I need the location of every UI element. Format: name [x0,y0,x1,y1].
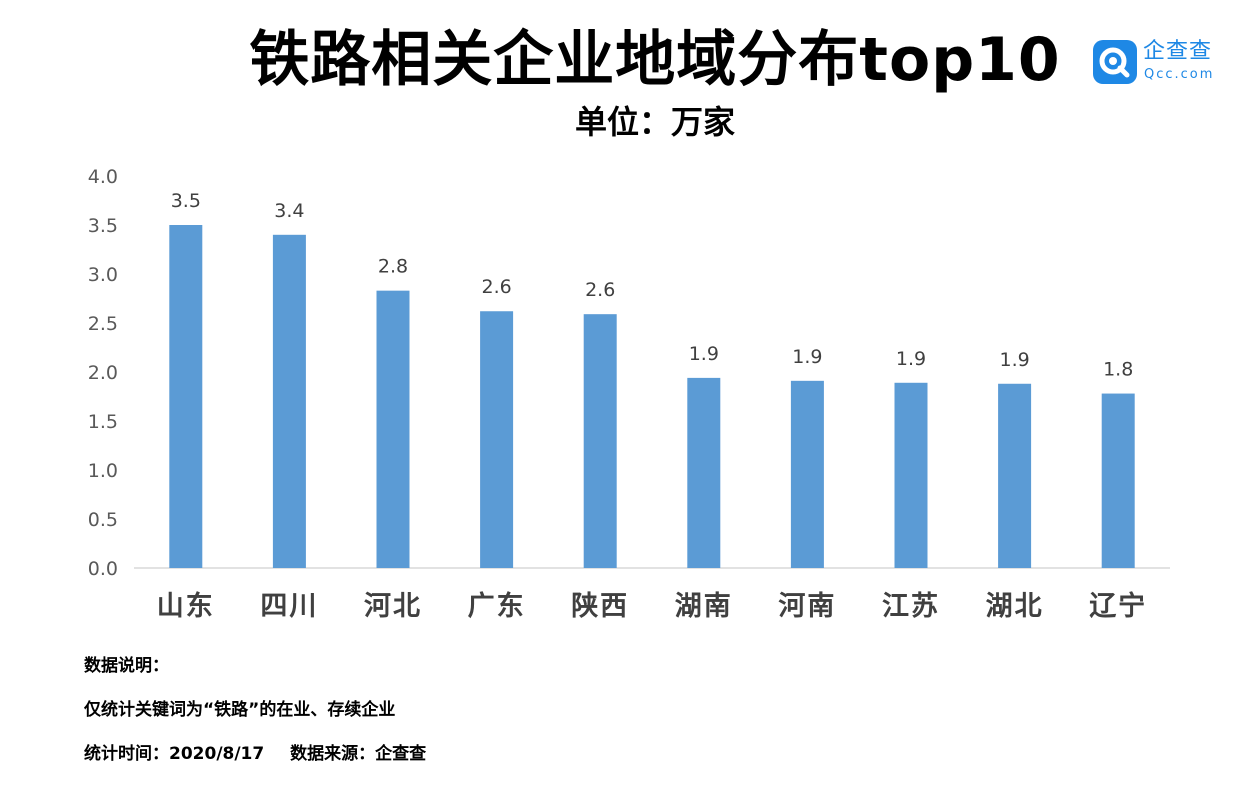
x-tick-label: 湖北 [986,591,1044,622]
bar [1101,393,1135,568]
bar [687,377,721,568]
bar [894,382,928,568]
x-tick-label: 山东 [157,590,215,622]
x-tick-label: 广东 [468,590,526,622]
data-label: 2.6 [585,279,615,301]
data-label: 2.8 [378,256,408,278]
chart-title: 铁路相关企业地域分布top10 [249,25,1061,95]
x-tick-label: 江苏 [882,591,940,622]
qcc-logo: 企查查 Qcc.com [1093,39,1223,88]
notes-time-source: 统计时间：2020/8/17 数据来源：企查查 [84,743,426,765]
logo-domain: Qcc.com [1144,67,1215,82]
bar [790,380,824,568]
data-label: 1.9 [792,346,822,368]
data-label: 3.4 [274,200,304,222]
y-tick-label: 3.5 [88,215,118,237]
qcc-logo-icon [1093,40,1137,84]
x-tick-label: 辽宁 [1089,590,1147,622]
x-tick-label: 陕西 [571,591,629,622]
bar [998,383,1032,568]
y-tick-label: 0.5 [88,509,118,531]
bar [376,290,410,568]
data-label: 1.9 [689,343,719,365]
data-notes: 数据说明： 仅统计关键词为“铁路”的在业、存续企业 统计时间：2020/8/17… [84,655,426,787]
notes-heading: 数据说明： [84,656,169,676]
data-label: 1.9 [896,348,926,370]
y-tick-label: 1.5 [88,411,118,433]
logo-brand-name: 企查查 [1143,39,1213,64]
x-tick-label: 河南 [778,591,836,622]
y-tick-label: 0.0 [88,558,118,580]
notes-scope: 仅统计关键词为“铁路”的在业、存续企业 [84,700,396,720]
data-label: 2.6 [481,276,511,298]
y-tick-label: 1.0 [88,460,118,482]
y-tick-label: 4.0 [88,166,118,188]
x-tick-label: 四川 [260,591,318,622]
data-label: 1.9 [999,349,1029,371]
stat-time: 统计时间：2020/8/17 [84,744,265,764]
data-source: 数据来源：企查查 [290,744,427,764]
bar-chart: 0.0 0.5 1.0 1.5 2.0 2.5 3.0 3.5 4.0 3.5 山东 3.4 四川 2.8… [88,166,1170,622]
bar [583,314,617,568]
x-tick-label: 河北 [364,591,422,622]
y-tick-label: 2.0 [88,362,118,384]
x-tick-label: 湖南 [675,591,733,622]
bar [169,225,203,568]
y-tick-label: 2.5 [88,313,118,335]
data-label: 1.8 [1103,359,1133,381]
chart-subtitle: 单位：万家 [574,103,735,141]
bar [480,311,514,568]
bar [272,234,306,569]
y-tick-label: 3.0 [88,264,118,286]
data-label: 3.5 [171,190,201,212]
